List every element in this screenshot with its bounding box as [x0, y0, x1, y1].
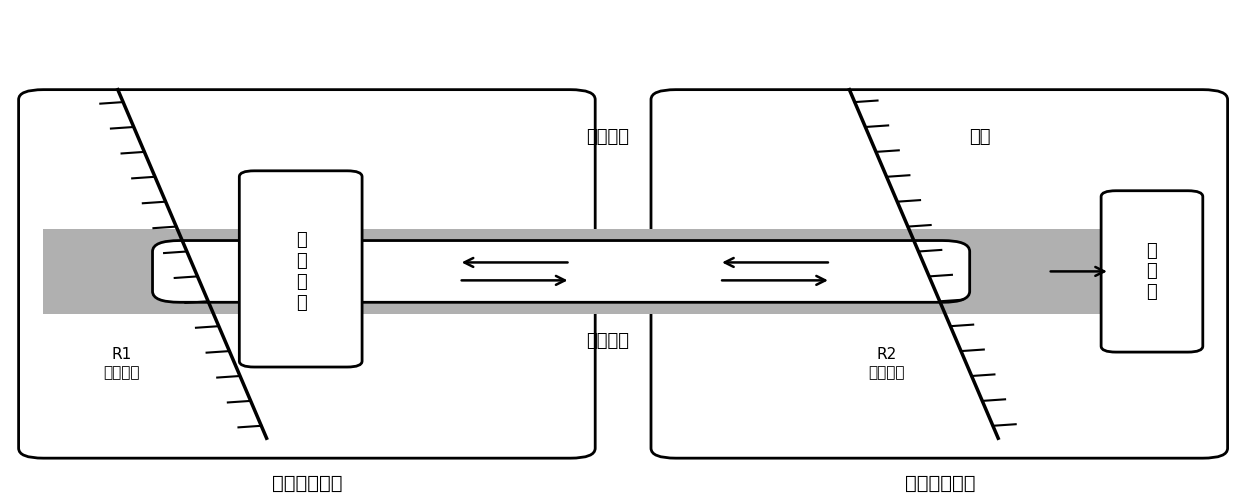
Text: 激光: 激光 [968, 128, 991, 146]
Text: R1
逆反射器: R1 逆反射器 [103, 347, 140, 380]
FancyBboxPatch shape [239, 171, 362, 367]
FancyBboxPatch shape [153, 241, 970, 302]
Text: 共振光接收器: 共振光接收器 [905, 474, 975, 493]
Text: 探
测
器: 探 测 器 [1147, 242, 1157, 301]
Bar [43, 229, 1203, 314]
Text: 自由空间: 自由空间 [587, 332, 629, 350]
Text: 腔内光束: 腔内光束 [587, 128, 629, 146]
Text: R2
逆反射器: R2 逆反射器 [868, 347, 905, 380]
Text: 增
益
介
质: 增 益 介 质 [296, 231, 306, 312]
FancyBboxPatch shape [19, 90, 595, 458]
Text: 共振光发送器: 共振光发送器 [273, 474, 342, 493]
FancyBboxPatch shape [651, 90, 1228, 458]
FancyBboxPatch shape [1101, 191, 1203, 352]
